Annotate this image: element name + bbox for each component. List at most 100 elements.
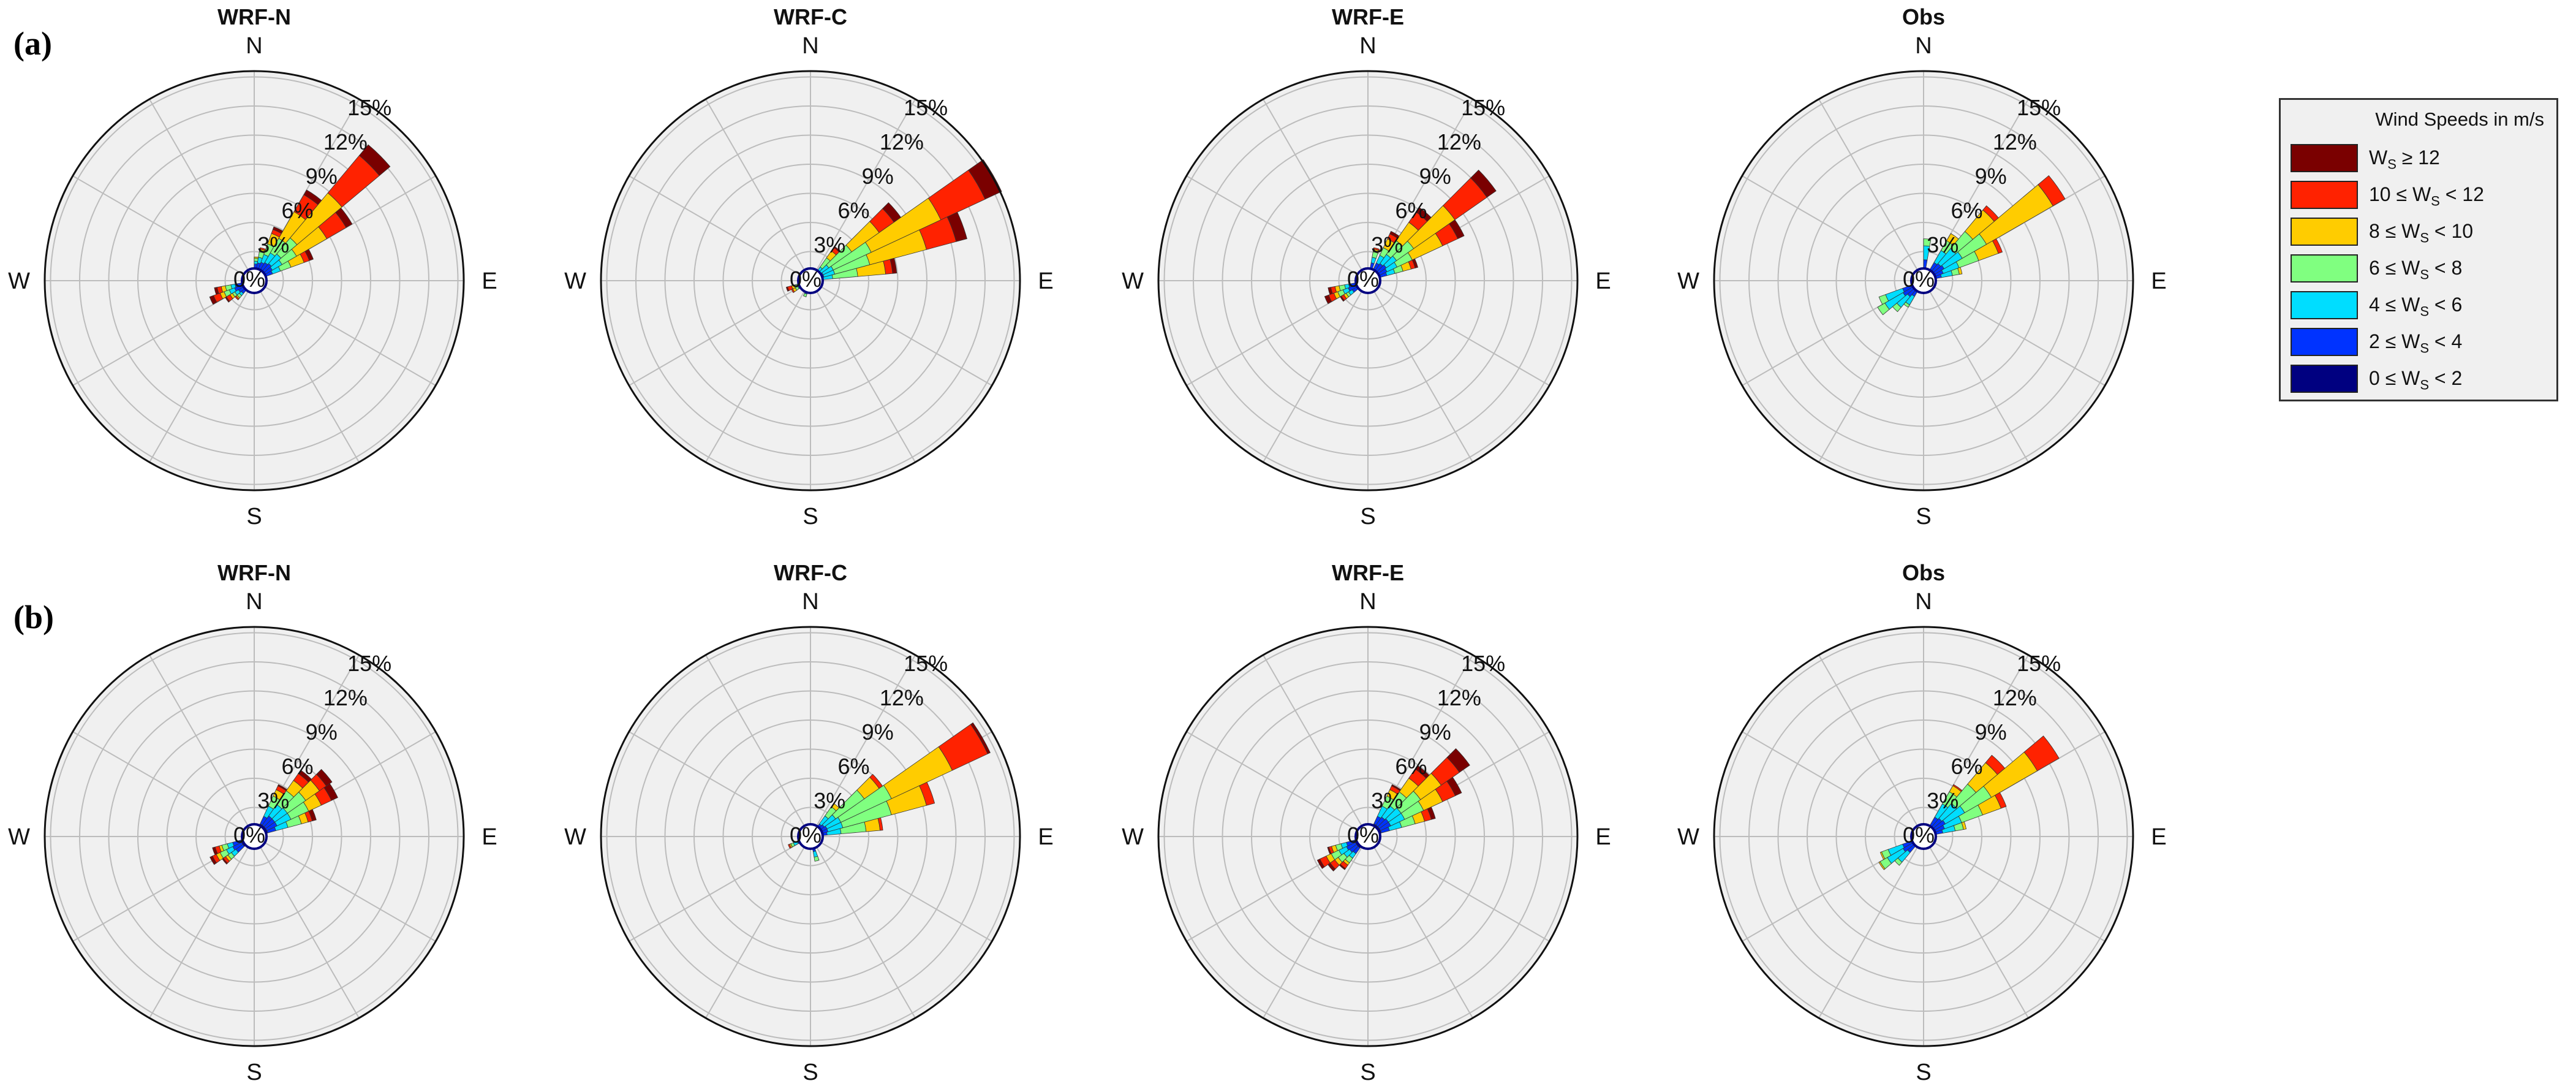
grid-ring: [1193, 661, 1543, 1012]
rose-bar: [946, 211, 967, 242]
radial-tick-label: 3%: [257, 232, 289, 257]
grid-ring: [1835, 192, 2012, 369]
legend-label: 8 ≤ WS < 10: [2369, 220, 2474, 246]
grid-ring: [635, 661, 986, 1012]
windrose-3: 0% 3% 6% 9% 12% 15% N E S W Obs: [1677, 4, 2167, 529]
rose-title: WRF-C: [774, 560, 847, 585]
grid-ring: [166, 748, 342, 925]
radial-tick-label: 9%: [306, 164, 338, 189]
rose-center: [241, 823, 268, 850]
radial-tick-label: 15%: [2017, 651, 2061, 676]
rose-title: WRF-E: [1332, 560, 1404, 585]
radial-tick-label: 12%: [1437, 129, 1481, 154]
rose-bar: [210, 856, 217, 865]
legend-label: 2 ≤ WS < 4: [2369, 330, 2463, 356]
rose-bar: [323, 783, 338, 801]
rose-bar: [234, 295, 240, 301]
rose-bar: [304, 249, 314, 261]
windrose-7: 0% 3% 6% 9% 12% 15% N E S W Obs: [1677, 560, 2167, 1085]
radial-tick-label: 0%: [1347, 267, 1379, 292]
rose-bar: [1391, 784, 1402, 791]
grid-ring: [1163, 632, 1573, 1041]
rose-border: [1157, 626, 1579, 1047]
rose-bar: [1470, 169, 1497, 198]
radial-tick-label: 15%: [347, 651, 391, 676]
radial-tick-label: 15%: [1461, 651, 1505, 676]
compass-label: S: [1360, 504, 1375, 529]
rose-bar: [1892, 303, 1902, 313]
rose-bar: [214, 287, 219, 295]
grid-ring: [664, 690, 957, 983]
rose-bar: [272, 226, 284, 234]
rose-border: [43, 70, 465, 491]
rose-title: Obs: [1902, 4, 1945, 29]
compass-label: N: [1359, 589, 1376, 615]
compass-label: S: [803, 1060, 818, 1085]
grid-ring: [606, 632, 1015, 1041]
rose-bar: [1316, 859, 1325, 869]
compass-label: N: [1359, 33, 1376, 59]
grid-ring: [1338, 806, 1398, 867]
radial-tick-label: 9%: [862, 719, 894, 745]
rose-bar: [316, 768, 333, 787]
grid-ring: [1251, 164, 1485, 398]
compass-label: S: [1916, 504, 1931, 529]
legend-item: 10 ≤ WS < 12: [2291, 181, 2554, 210]
compass-label: N: [1915, 589, 1932, 615]
radial-tick-label: 3%: [257, 788, 289, 813]
compass-label: E: [482, 268, 497, 294]
rose-center: [1354, 267, 1381, 294]
radial-tick-label: 9%: [862, 164, 894, 189]
rose-border: [600, 70, 1021, 491]
legend-swatch: [2291, 144, 2358, 172]
windrose-6: 0% 3% 6% 9% 12% 15% N E S W WRF-E: [1122, 560, 1611, 1085]
grid-ring: [1719, 632, 2128, 1041]
rose-bar: [303, 189, 322, 205]
rose-bar: [1877, 302, 1890, 316]
grid-ring: [1748, 661, 2099, 1012]
grid-ring: [1163, 76, 1573, 485]
compass-label: E: [1038, 268, 1053, 294]
grid-ring: [50, 76, 459, 485]
rose-title: WRF-E: [1332, 4, 1404, 29]
legend-label: 0 ≤ WS < 2: [2369, 367, 2463, 393]
grid-ring: [1748, 105, 2099, 456]
rose-center: [797, 823, 824, 850]
grid-ring: [780, 251, 840, 311]
legend-item: 2 ≤ WS < 4: [2291, 328, 2554, 357]
rose-bar: [212, 846, 218, 856]
radial-tick-label: 6%: [837, 198, 869, 223]
compass-label: S: [246, 1060, 262, 1085]
radial-tick-label: 0%: [233, 822, 265, 848]
radial-tick-label: 12%: [323, 129, 368, 154]
grid-ring: [722, 748, 899, 925]
rose-bar: [803, 293, 807, 297]
legend-label: 4 ≤ WS < 6: [2369, 294, 2463, 319]
grid-ring: [79, 661, 429, 1012]
radial-tick-label: 3%: [1371, 232, 1403, 257]
grid-ring: [166, 192, 342, 369]
radial-tick-label: 15%: [904, 95, 948, 120]
compass-label: N: [246, 33, 262, 59]
rose-border: [1713, 626, 2134, 1047]
grid-ring: [195, 778, 313, 895]
grid-ring: [108, 134, 401, 427]
rose-bar: [1389, 230, 1400, 239]
grid-ring: [1309, 222, 1427, 340]
radial-tick-label: 9%: [1975, 719, 2007, 745]
legend-swatch: [2291, 365, 2358, 393]
compass-label: W: [1122, 268, 1144, 294]
radial-tick-label: 15%: [2017, 95, 2061, 120]
rose-bar: [814, 856, 820, 862]
rose-bar: [1994, 792, 2007, 809]
rose-border: [43, 626, 465, 1047]
grid-ring: [752, 222, 869, 340]
grid-ring: [1777, 690, 2070, 983]
grid-ring: [1807, 164, 2041, 398]
compass-label: E: [2151, 268, 2166, 294]
radial-tick-label: 9%: [1419, 719, 1451, 745]
radial-tick-label: 6%: [837, 754, 869, 779]
radial-tick-label: 9%: [1419, 164, 1451, 189]
compass-label: E: [482, 824, 497, 850]
